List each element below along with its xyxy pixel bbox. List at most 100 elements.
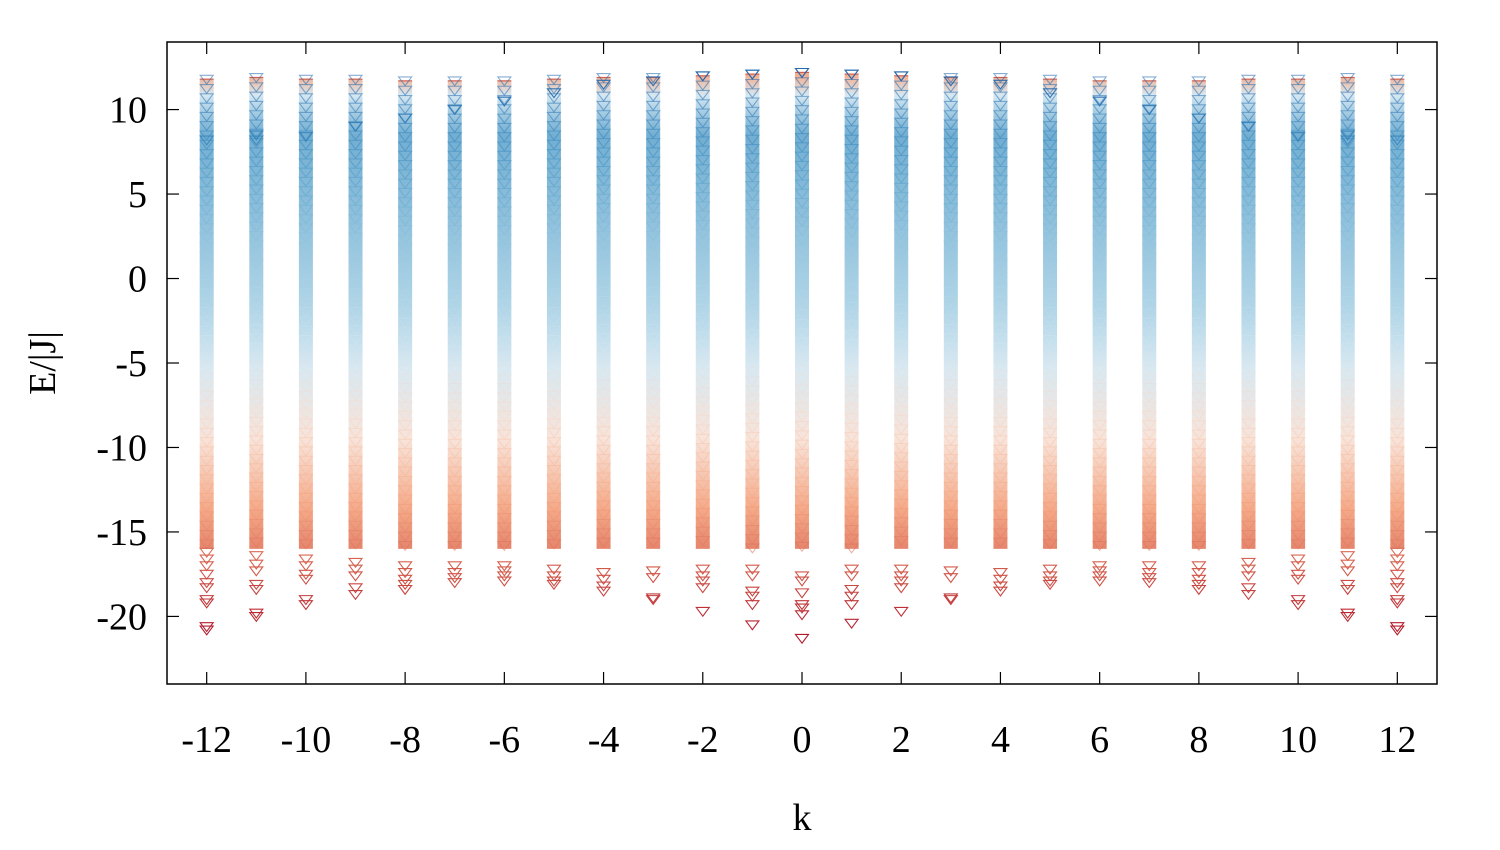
band-marker bbox=[893, 322, 909, 333]
band-marker bbox=[1240, 307, 1257, 318]
band-marker bbox=[794, 356, 810, 367]
band-marker bbox=[794, 123, 810, 134]
band-marker bbox=[1340, 314, 1356, 325]
band-marker bbox=[595, 305, 612, 316]
x-tick-label: -4 bbox=[588, 719, 620, 761]
band-marker bbox=[695, 517, 711, 528]
band-marker bbox=[595, 156, 612, 167]
band-marker bbox=[893, 145, 909, 156]
band-marker bbox=[943, 230, 959, 242]
band-marker bbox=[1290, 186, 1306, 197]
band-marker bbox=[397, 150, 413, 161]
band-marker bbox=[298, 418, 314, 429]
band-marker bbox=[496, 355, 512, 366]
band-marker bbox=[1191, 475, 1207, 487]
band-marker bbox=[1290, 353, 1306, 364]
band-marker bbox=[1042, 288, 1058, 299]
band-marker bbox=[248, 91, 264, 102]
band-marker bbox=[199, 530, 215, 541]
top-marker bbox=[1191, 113, 1207, 124]
band-marker bbox=[1389, 167, 1405, 178]
band-marker bbox=[546, 539, 562, 550]
band-marker bbox=[1092, 225, 1108, 236]
band-marker bbox=[1092, 513, 1108, 524]
band-marker bbox=[645, 537, 661, 548]
outlier-marker bbox=[1240, 557, 1257, 569]
band-marker bbox=[794, 188, 810, 200]
band-marker bbox=[248, 212, 264, 223]
band-marker bbox=[1240, 353, 1257, 364]
band-marker bbox=[199, 511, 215, 522]
band-marker bbox=[248, 296, 264, 307]
band-marker bbox=[1340, 509, 1356, 521]
band-marker bbox=[546, 279, 562, 290]
band-marker bbox=[1290, 149, 1306, 160]
top-marker bbox=[1092, 96, 1108, 107]
band-marker bbox=[347, 325, 364, 336]
band-marker bbox=[1191, 336, 1207, 347]
band-marker bbox=[844, 246, 860, 257]
band-marker bbox=[546, 93, 562, 104]
outlier-marker bbox=[347, 583, 364, 594]
band-marker bbox=[645, 156, 661, 167]
outlier-marker bbox=[1340, 584, 1356, 596]
band-marker bbox=[397, 466, 413, 477]
band-marker bbox=[447, 187, 463, 199]
band-marker bbox=[1092, 299, 1108, 310]
band-marker bbox=[1290, 84, 1306, 95]
band-marker bbox=[496, 197, 512, 208]
band-marker bbox=[1141, 160, 1157, 171]
band-marker bbox=[992, 500, 1009, 511]
band-marker bbox=[1340, 323, 1356, 335]
band-marker bbox=[1191, 494, 1207, 505]
outlier-marker bbox=[1340, 579, 1356, 591]
band-marker bbox=[645, 472, 661, 483]
band-marker bbox=[1340, 333, 1356, 344]
band-marker bbox=[1340, 230, 1356, 242]
band-marker bbox=[1240, 269, 1257, 281]
band-marker bbox=[1290, 316, 1306, 327]
band-marker bbox=[447, 290, 463, 301]
band-marker bbox=[546, 418, 562, 429]
band-marker bbox=[645, 454, 661, 465]
band-marker bbox=[1092, 429, 1108, 440]
plot-area bbox=[199, 67, 1405, 645]
band-marker bbox=[744, 394, 760, 406]
band-marker bbox=[199, 362, 215, 374]
band-marker bbox=[645, 249, 661, 260]
band-marker bbox=[347, 399, 364, 411]
band-marker bbox=[645, 388, 661, 400]
band-marker bbox=[397, 104, 413, 115]
top-marker bbox=[199, 135, 215, 146]
band-marker bbox=[1092, 485, 1108, 496]
band-marker bbox=[744, 329, 760, 341]
band-marker bbox=[943, 212, 959, 223]
band-marker bbox=[893, 136, 909, 147]
band-marker bbox=[1240, 334, 1257, 346]
band-marker bbox=[1389, 334, 1405, 346]
band-marker bbox=[1290, 409, 1306, 420]
band-marker bbox=[447, 225, 463, 236]
band-marker bbox=[447, 122, 463, 134]
band-marker bbox=[546, 316, 562, 327]
band-marker bbox=[893, 154, 909, 166]
outlier-marker bbox=[844, 571, 860, 582]
band-marker bbox=[1042, 93, 1058, 104]
band-marker bbox=[1191, 141, 1207, 152]
band-marker bbox=[496, 262, 512, 273]
band-marker bbox=[645, 370, 661, 381]
band-marker bbox=[893, 433, 909, 444]
band-marker bbox=[645, 509, 661, 521]
band-marker bbox=[1290, 158, 1306, 169]
band-marker bbox=[794, 486, 810, 497]
band-marker bbox=[298, 390, 314, 401]
band-marker bbox=[1290, 251, 1306, 262]
band-marker bbox=[1191, 438, 1207, 450]
band-marker bbox=[1389, 130, 1405, 141]
band-marker bbox=[893, 480, 909, 491]
band-marker bbox=[298, 158, 314, 169]
band-marker bbox=[695, 498, 711, 510]
top-marker bbox=[546, 88, 562, 99]
outlier-marker bbox=[347, 564, 364, 575]
band-marker bbox=[248, 407, 264, 418]
